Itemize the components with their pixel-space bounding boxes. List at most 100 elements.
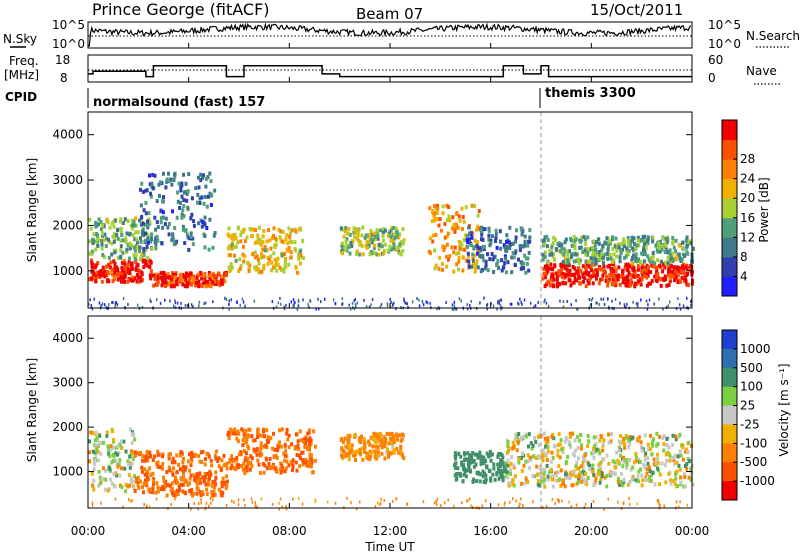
power-cell <box>182 190 186 195</box>
velocity-cell <box>678 432 682 437</box>
power-cell <box>172 178 176 183</box>
velocity-cell <box>516 439 520 444</box>
velocity-cell <box>210 484 214 489</box>
power-cell <box>629 239 633 244</box>
velocity-cell <box>644 451 648 456</box>
power-cell <box>572 259 576 264</box>
power-cell <box>159 301 162 305</box>
velocity-cell <box>551 474 555 479</box>
power-cell <box>370 232 374 237</box>
power-cell <box>390 300 392 304</box>
velocity-cell <box>178 467 182 472</box>
velocity-cell <box>205 492 209 497</box>
power-cell <box>553 264 557 269</box>
power-cell <box>203 302 206 305</box>
velocity-cell <box>312 429 316 434</box>
velocity-cell <box>145 449 149 454</box>
power-cell <box>684 265 688 270</box>
velocity-cell <box>244 465 248 470</box>
velocity-cell <box>203 472 207 476</box>
velocity-cell <box>220 480 224 485</box>
power-cell <box>262 254 266 259</box>
velocity-cell <box>499 464 503 469</box>
power-cell <box>595 240 598 245</box>
velocity-cell <box>153 454 157 459</box>
power-cell <box>256 233 260 238</box>
power-cell <box>466 237 470 242</box>
velocity-cell <box>133 450 137 455</box>
velocity-cell <box>558 442 562 447</box>
velocity-cell <box>543 436 547 441</box>
power-cell <box>478 301 481 305</box>
power-cell <box>655 267 659 272</box>
colorbar-segment <box>722 178 737 199</box>
velocity-cell <box>655 431 659 436</box>
power-cell <box>179 185 183 190</box>
power-cell <box>128 241 132 246</box>
velocity-cell <box>656 466 660 471</box>
power-cell <box>363 298 365 302</box>
power-cell <box>103 303 106 307</box>
velocity-cell <box>314 500 316 504</box>
velocity-cell <box>658 434 662 439</box>
power-cell <box>99 273 103 278</box>
power-cell <box>583 271 587 276</box>
velocity-cell <box>595 447 599 452</box>
power-cell <box>119 238 123 243</box>
velocity-cell <box>669 478 673 483</box>
noise-trace <box>88 22 692 47</box>
velocity-cell <box>640 473 644 478</box>
power-cell <box>691 246 695 251</box>
velocity-cell <box>458 471 462 476</box>
power-cell <box>361 252 365 257</box>
velocity-cell <box>520 435 524 440</box>
power-cell <box>232 237 236 241</box>
power-cell <box>155 282 159 287</box>
power-cell <box>113 261 117 266</box>
power-cell <box>677 297 679 301</box>
power-cell <box>145 245 149 250</box>
velocity-cell <box>570 505 572 509</box>
power-cell <box>492 270 496 274</box>
velocity-cell <box>235 463 239 467</box>
velocity-cell <box>375 440 379 445</box>
power-cell <box>270 260 274 265</box>
power-cell <box>126 219 130 224</box>
velocity-cell <box>435 499 437 503</box>
power-cell <box>126 279 130 284</box>
velocity-cell <box>105 433 109 438</box>
power-cell <box>523 253 527 258</box>
velocity-cell <box>556 443 560 447</box>
velocity-cell <box>391 434 395 439</box>
velocity-cell <box>628 479 632 484</box>
velocity-cell <box>245 439 249 444</box>
power-cell <box>199 172 203 177</box>
velocity-cell <box>98 433 102 438</box>
power-cell <box>164 284 167 288</box>
velocity-cell <box>588 467 592 471</box>
velocity-cell <box>309 459 312 464</box>
power-cell <box>634 258 638 263</box>
power-cell <box>513 251 517 255</box>
velocity-cell <box>199 493 203 498</box>
power-cell <box>429 301 431 305</box>
power-cell <box>284 237 288 242</box>
power-cell <box>208 277 212 282</box>
power-cell <box>481 254 485 259</box>
power-cell <box>575 269 579 274</box>
velocity-cell <box>182 477 186 482</box>
power-cell <box>587 281 591 286</box>
velocity-cell <box>256 458 260 463</box>
power-cell <box>561 259 565 264</box>
velocity-cell <box>384 437 388 442</box>
power-cell <box>157 182 161 187</box>
velocity-cell <box>131 457 135 462</box>
power-cell <box>655 275 659 280</box>
power-cell <box>494 231 498 236</box>
velocity-cell <box>145 481 149 486</box>
power-cell <box>139 275 143 280</box>
velocity-cell <box>298 429 302 434</box>
velocity-cell <box>301 462 305 467</box>
power-cell <box>622 276 626 281</box>
